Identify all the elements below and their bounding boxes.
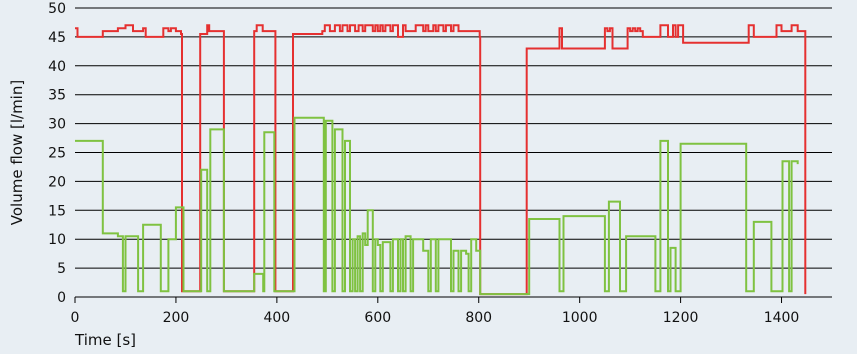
y-tick-label: 0 (57, 290, 66, 306)
x-axis-ticks: 0 200 400 600 800 1000 1200 1400 (71, 297, 800, 326)
y-tick-label: 15 (48, 203, 66, 219)
y-tick-label: 40 (48, 59, 66, 75)
x-tick-label: 600 (364, 310, 391, 326)
x-tick-label: 1400 (764, 310, 800, 326)
y-tick-label: 35 (48, 88, 66, 104)
x-tick-label: 400 (263, 310, 290, 326)
series-line-red (75, 24, 807, 296)
series-line-green (75, 116, 799, 296)
y-tick-label: 50 (48, 1, 66, 17)
y-axis-label: Volume flow [l/min] (8, 80, 26, 225)
y-tick-label: 30 (48, 117, 66, 133)
x-tick-label: 200 (163, 310, 190, 326)
y-tick-label: 20 (48, 174, 66, 190)
grid-lines (75, 7, 832, 269)
x-tick-label: 1200 (663, 310, 699, 326)
y-tick-label: 25 (48, 146, 66, 162)
x-tick-label: 800 (465, 310, 492, 326)
y-tick-label: 5 (57, 261, 66, 277)
x-axis-label: Time [s] (74, 331, 136, 349)
y-axis-ticks: 0 5 10 15 20 25 30 35 40 45 50 (48, 1, 66, 306)
x-tick-label: 0 (71, 310, 80, 326)
y-tick-label: 10 (48, 232, 66, 248)
series-layer (75, 24, 807, 296)
x-tick-label: 1000 (562, 310, 598, 326)
y-tick-label: 45 (48, 30, 66, 46)
